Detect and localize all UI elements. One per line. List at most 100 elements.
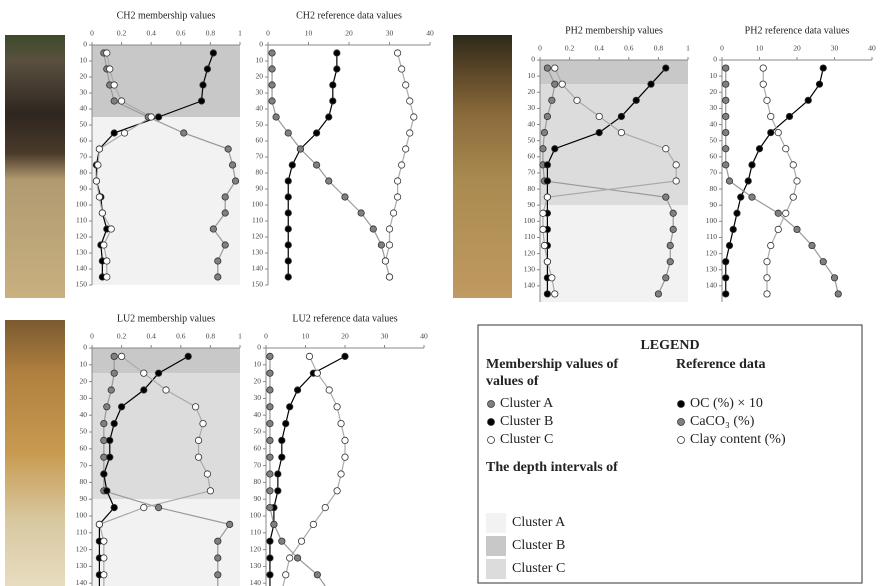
legend-label: Cluster B: [512, 538, 565, 553]
legend-label: OC (%) × 10: [690, 396, 763, 411]
data-point: [617, 112, 626, 121]
chart-title: LU2 reference data values: [292, 313, 397, 324]
y-tick-label: 90: [528, 200, 536, 209]
data-point: [722, 145, 730, 153]
data-point: [110, 369, 118, 377]
data-point: [100, 470, 108, 478]
y-tick-label: 120: [252, 232, 264, 241]
data-point: [402, 145, 410, 153]
data-point: [95, 520, 104, 529]
data-point: [744, 177, 752, 185]
data-point: [782, 145, 790, 153]
data-point: [278, 436, 286, 444]
data-point: [266, 403, 274, 411]
depth-band: [92, 373, 240, 500]
data-point: [284, 129, 292, 137]
data-point: [722, 274, 730, 282]
data-point: [266, 386, 274, 394]
data-point: [722, 80, 730, 88]
x-tick-label: 1: [238, 29, 242, 38]
data-point: [110, 503, 118, 512]
data-point: [278, 537, 286, 545]
data-point: [268, 49, 276, 57]
data-point: [309, 520, 317, 529]
data-point: [214, 554, 222, 562]
data-point: [147, 113, 155, 121]
data-point: [595, 129, 603, 137]
x-tick-label: 0.6: [624, 44, 634, 53]
y-tick-label: 130: [706, 264, 718, 273]
data-point: [199, 81, 207, 89]
data-point: [755, 145, 764, 153]
y-tick-label: 50: [80, 120, 88, 129]
y-tick-label: 90: [80, 184, 88, 193]
data-point: [297, 537, 306, 545]
y-tick-label: 80: [710, 184, 718, 193]
x-tick-label: 0.8: [654, 44, 664, 53]
y-tick-label: 50: [254, 427, 262, 436]
y-tick-label: 30: [80, 393, 88, 402]
legend-heading: Membership values of: [486, 357, 619, 372]
y-tick-label: 110: [252, 216, 263, 225]
data-point: [226, 520, 234, 529]
y-tick-label: 110: [524, 232, 535, 241]
data-point: [180, 129, 188, 137]
data-point: [337, 470, 345, 478]
data-point: [286, 554, 294, 562]
data-point: [95, 193, 104, 201]
data-point: [410, 113, 418, 121]
y-tick-label: 30: [256, 88, 264, 97]
x-tick-label: 10: [756, 44, 764, 53]
x-tick-label: 40: [868, 44, 876, 53]
x-tick-label: 1: [686, 44, 690, 53]
data-point: [305, 352, 314, 360]
data-point: [103, 403, 111, 411]
y-tick-label: 130: [524, 264, 536, 273]
x-tick-label: 30: [381, 332, 389, 341]
data-point: [406, 97, 414, 105]
data-point: [722, 161, 730, 169]
data-point: [270, 520, 278, 529]
data-point: [325, 177, 333, 185]
x-tick-label: 0.8: [206, 29, 216, 38]
data-point: [209, 225, 217, 233]
data-point: [266, 571, 274, 579]
x-tick-label: 10: [305, 29, 313, 38]
y-tick-label: 60: [710, 152, 718, 161]
data-point: [221, 193, 229, 201]
y-tick-label: 30: [80, 88, 88, 97]
x-tick-label: 40: [426, 29, 434, 38]
data-point: [774, 129, 782, 137]
data-point: [662, 64, 670, 72]
data-point: [266, 436, 274, 444]
legend-label: Cluster A: [500, 396, 554, 411]
x-tick-label: 30: [386, 29, 394, 38]
y-tick-label: 20: [256, 72, 264, 81]
data-point: [155, 369, 163, 377]
y-tick-label: 10: [710, 71, 718, 80]
y-tick-label: 20: [710, 87, 718, 96]
data-point: [194, 453, 203, 461]
y-tick-label: 20: [254, 376, 262, 385]
depth-band: [540, 60, 688, 85]
data-point: [274, 487, 282, 495]
data-point: [558, 80, 566, 88]
data-point: [221, 209, 229, 217]
legend-heading: The depth intervals of: [486, 460, 618, 475]
data-point: [199, 419, 207, 428]
data-point: [140, 369, 148, 377]
data-point: [774, 225, 782, 233]
data-point: [266, 369, 274, 377]
data-point: [669, 225, 677, 233]
data-point: [92, 177, 101, 185]
data-point: [548, 274, 556, 282]
data-point: [266, 487, 274, 495]
y-tick-label: 90: [80, 494, 88, 503]
data-point: [296, 145, 304, 153]
data-point: [551, 80, 559, 88]
data-point: [266, 554, 274, 562]
data-point: [539, 225, 547, 233]
data-point: [206, 487, 214, 495]
data-point: [194, 436, 203, 444]
data-point: [819, 64, 827, 72]
